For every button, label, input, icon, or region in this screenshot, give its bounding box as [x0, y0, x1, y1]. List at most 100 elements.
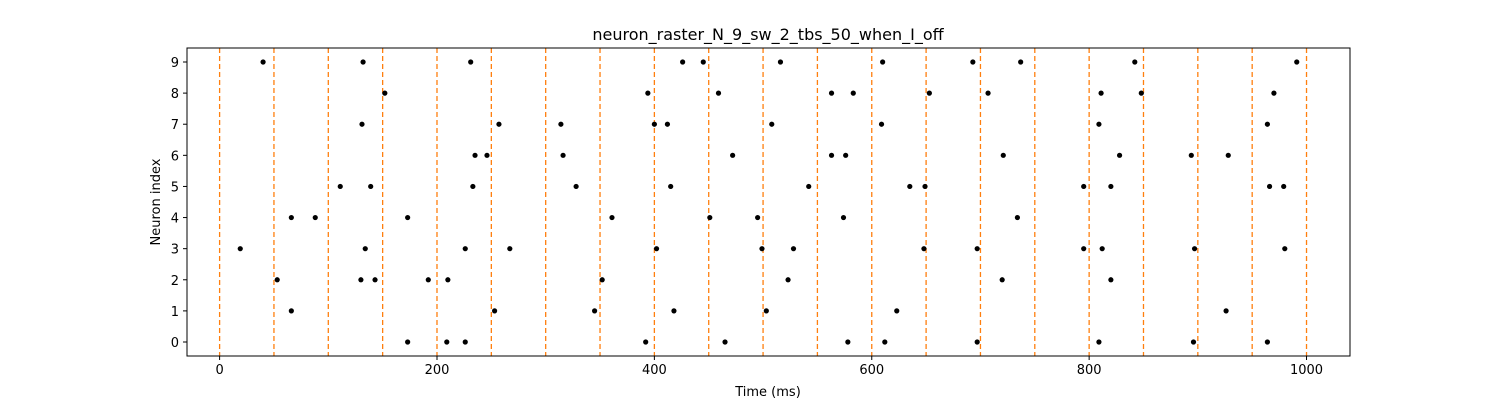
spike-point	[651, 121, 657, 127]
spike-point	[643, 339, 649, 345]
spike-point	[722, 339, 728, 345]
y-tick-label: 6	[171, 149, 179, 164]
spike-point	[560, 152, 566, 158]
spike-point	[999, 277, 1005, 283]
spike-point	[507, 246, 513, 252]
spike-point	[368, 183, 374, 190]
spike-point	[1188, 152, 1194, 158]
spike-point	[484, 152, 490, 158]
x-tick-label: 400	[642, 363, 667, 378]
spike-point	[358, 277, 364, 283]
spike-point	[715, 90, 722, 96]
spike-point	[921, 246, 927, 252]
spike-point	[468, 59, 474, 65]
spike-point	[1282, 246, 1288, 252]
spike-point	[1264, 339, 1270, 345]
spike-point	[337, 183, 343, 190]
spike-point	[1098, 90, 1104, 96]
spike-point	[1190, 339, 1197, 345]
spike-point	[462, 339, 468, 345]
spike-point	[609, 214, 615, 221]
spike-point	[1096, 339, 1102, 345]
spike-point	[790, 246, 797, 252]
spike-point	[591, 308, 598, 314]
spike-point	[405, 214, 411, 221]
spike-point	[828, 152, 835, 158]
x-tick-label: 200	[425, 363, 450, 378]
spike-point	[653, 246, 660, 252]
spike-point	[850, 90, 856, 96]
spike-point	[496, 121, 502, 127]
spike-point	[1223, 308, 1229, 314]
spike-point	[970, 59, 976, 65]
spike-point	[1108, 277, 1114, 283]
spike-point	[700, 59, 706, 65]
spike-point	[882, 339, 888, 345]
spike-point	[1264, 121, 1270, 127]
y-tick-label: 1	[171, 305, 179, 320]
spike-point	[362, 246, 368, 252]
spike-point	[759, 246, 765, 252]
spike-point	[1099, 246, 1105, 252]
spike-point	[1108, 183, 1114, 190]
spike-point	[470, 183, 476, 190]
spike-point	[974, 339, 980, 345]
spike-point	[1225, 152, 1231, 158]
chart-title: neuron_raster_N_9_sw_2_tbs_50_when_I_off	[592, 25, 944, 45]
x-tick-label: 800	[1077, 363, 1102, 378]
spike-point	[763, 308, 769, 314]
spike-point	[1281, 183, 1287, 190]
spike-point	[1271, 90, 1277, 96]
x-axis: 0 200 400 600 800 1000	[215, 356, 1323, 378]
spike-point	[288, 214, 294, 221]
spike-point	[1014, 214, 1021, 221]
spike-point	[1000, 152, 1006, 158]
spike-point	[425, 277, 431, 283]
spike-point	[472, 152, 478, 158]
y-tick-label: 7	[171, 118, 179, 133]
spike-point	[707, 214, 713, 221]
spike-point	[843, 152, 849, 158]
y-axis: 0 1 2 3 4 5 6 7 8 9	[171, 56, 187, 351]
y-tick-label: 2	[171, 274, 179, 289]
spike-point	[680, 59, 686, 65]
spike-point	[828, 90, 835, 96]
spike-point	[755, 214, 761, 221]
spike-point	[1138, 90, 1144, 96]
spike-point	[360, 59, 366, 65]
plot-area-frame	[186, 47, 1351, 357]
spike-point	[1191, 246, 1198, 252]
spike-point	[260, 59, 266, 65]
spike-point	[444, 339, 450, 345]
spike-point	[274, 277, 280, 283]
spike-point	[382, 90, 388, 96]
spike-point	[664, 121, 671, 127]
spike-point	[1132, 59, 1138, 65]
spike-point	[405, 339, 411, 345]
spike-point	[1018, 59, 1024, 65]
spike-point	[573, 183, 579, 190]
spike-layer	[237, 59, 1300, 345]
spike-point	[237, 246, 243, 252]
spike-point	[1116, 152, 1123, 158]
spike-point	[730, 152, 736, 158]
spike-point	[558, 121, 564, 127]
spike-point	[671, 308, 677, 314]
y-tick-label: 5	[171, 180, 179, 195]
x-tick-label: 600	[859, 363, 884, 378]
spike-point	[806, 183, 812, 190]
x-tick-label: 1000	[1290, 363, 1323, 378]
y-tick-label: 8	[171, 87, 179, 102]
spike-point	[1081, 246, 1087, 252]
spike-point	[1081, 183, 1087, 190]
vertical-line-layer	[218, 48, 1308, 356]
spike-point	[491, 308, 498, 314]
spike-point	[668, 183, 674, 190]
spike-point	[840, 214, 847, 221]
spike-point	[880, 59, 886, 65]
spike-point	[845, 339, 851, 345]
spike-point	[894, 308, 900, 314]
spike-point	[312, 214, 318, 221]
x-tick-label: 0	[215, 363, 223, 378]
